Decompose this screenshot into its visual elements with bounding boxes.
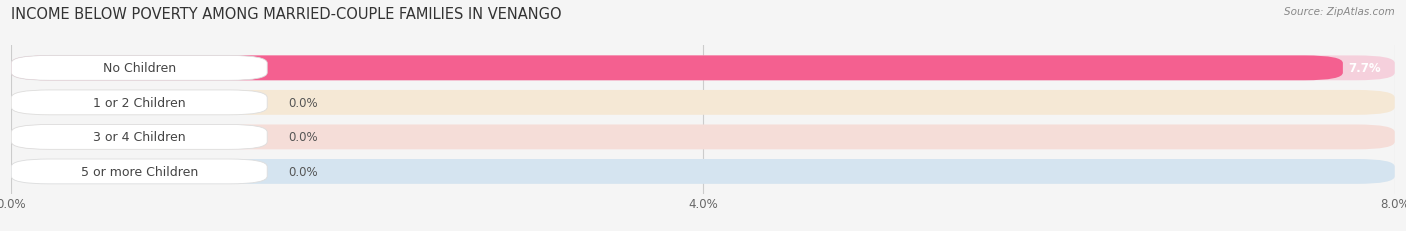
- Text: Source: ZipAtlas.com: Source: ZipAtlas.com: [1284, 7, 1395, 17]
- Text: 1 or 2 Children: 1 or 2 Children: [93, 97, 186, 109]
- FancyBboxPatch shape: [11, 125, 1395, 150]
- Text: 5 or more Children: 5 or more Children: [80, 165, 198, 178]
- FancyBboxPatch shape: [11, 91, 1395, 115]
- FancyBboxPatch shape: [11, 159, 267, 184]
- FancyBboxPatch shape: [11, 56, 267, 81]
- Text: 0.0%: 0.0%: [288, 97, 318, 109]
- Text: 0.0%: 0.0%: [288, 131, 318, 144]
- FancyBboxPatch shape: [11, 56, 1343, 81]
- FancyBboxPatch shape: [11, 125, 267, 150]
- Text: No Children: No Children: [103, 62, 176, 75]
- FancyBboxPatch shape: [11, 159, 1395, 184]
- Text: INCOME BELOW POVERTY AMONG MARRIED-COUPLE FAMILIES IN VENANGO: INCOME BELOW POVERTY AMONG MARRIED-COUPL…: [11, 7, 562, 22]
- Text: 7.7%: 7.7%: [1348, 62, 1381, 75]
- Text: 0.0%: 0.0%: [288, 165, 318, 178]
- FancyBboxPatch shape: [11, 91, 267, 115]
- FancyBboxPatch shape: [11, 56, 1395, 81]
- Text: 3 or 4 Children: 3 or 4 Children: [93, 131, 186, 144]
